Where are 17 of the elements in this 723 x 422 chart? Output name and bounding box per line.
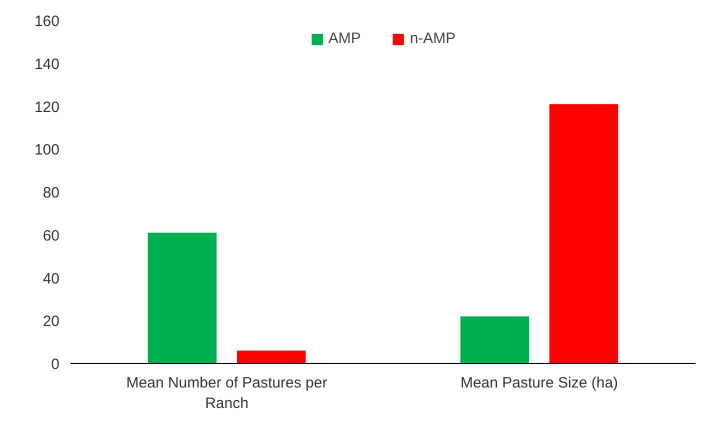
y-tick-label: 120 [34, 98, 60, 116]
x-tick-label: Mean Number of Pastures per Ranch [126, 374, 328, 412]
bar [236, 350, 306, 364]
y-tick-label: 40 [42, 270, 60, 288]
y-tick-label: 100 [34, 142, 60, 159]
y-tick-label: 0 [51, 356, 60, 373]
y-tick-label: 160 [34, 13, 60, 30]
legend-label: AMP [328, 30, 361, 47]
bar [549, 104, 618, 364]
y-tick-label: 60 [42, 227, 60, 244]
y-tick-label: 20 [42, 313, 60, 330]
y-tick-label: 80 [42, 184, 60, 202]
y-tick-label: 140 [34, 56, 60, 73]
bar [460, 316, 530, 364]
x-tick-label: Mean Pasture Size (ha) [460, 374, 618, 392]
legend-label: n-AMP [410, 30, 456, 47]
bar [148, 232, 217, 364]
